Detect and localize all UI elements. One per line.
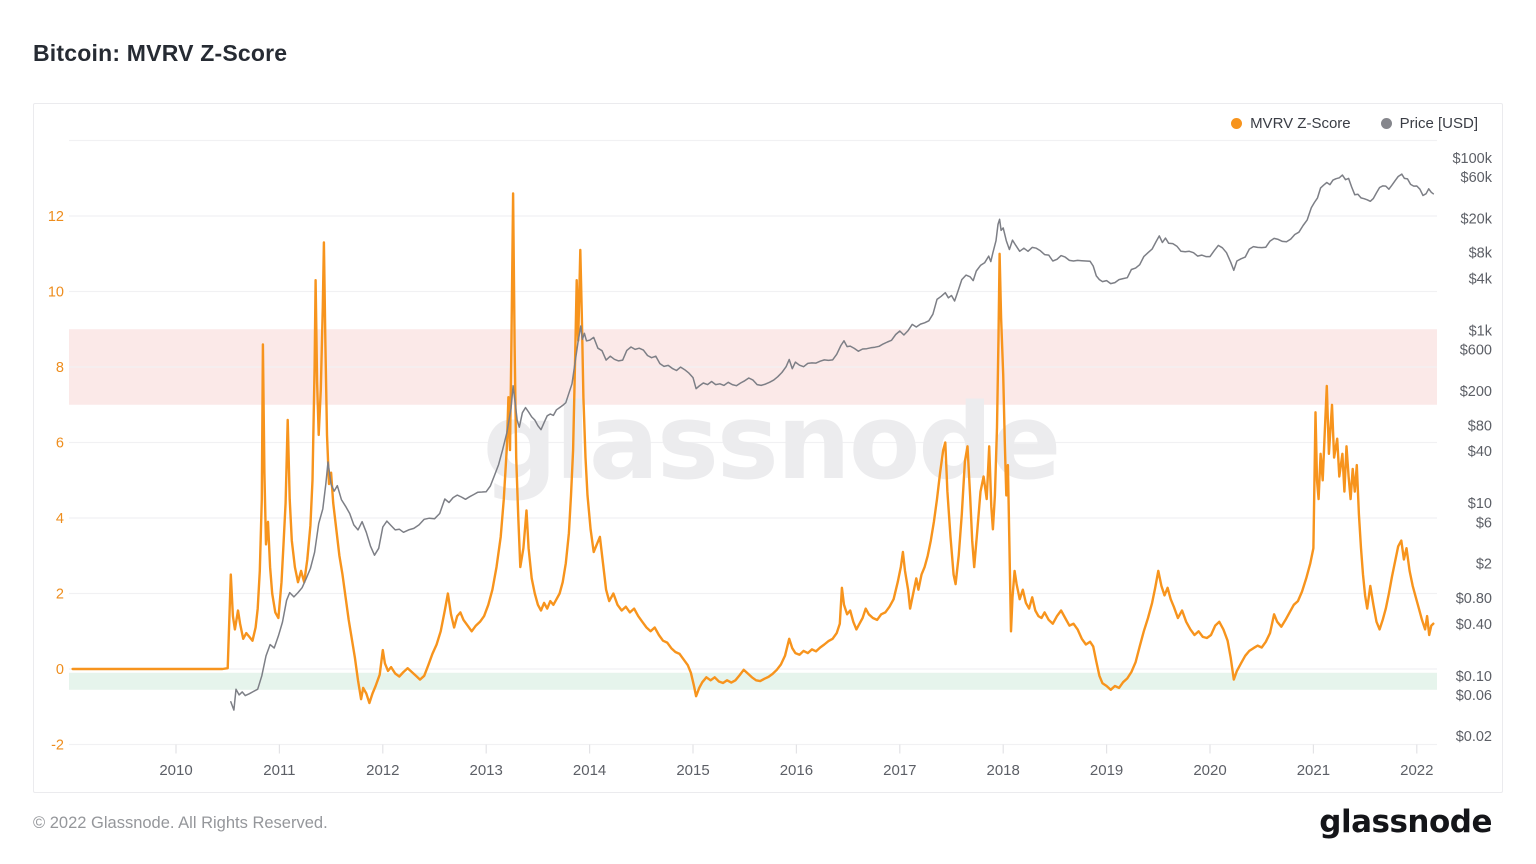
x-axis-year-label: 2022 xyxy=(1400,762,1433,779)
x-axis-year-label: 2016 xyxy=(780,762,813,779)
x-axis-year-label: 2014 xyxy=(573,762,606,779)
left-axis-tick-label: 0 xyxy=(56,662,64,678)
right-axis-tick-label: $20k xyxy=(1461,211,1493,227)
legend-item-price[interactable]: Price [USD] xyxy=(1380,115,1478,132)
right-axis-tick-label: $4k xyxy=(1469,272,1493,288)
left-axis-tick-label: 4 xyxy=(56,511,64,527)
right-axis-tick-label: $1k xyxy=(1469,324,1493,340)
right-axis-tick-label: $200 xyxy=(1460,384,1492,400)
right-axis-tick-label: $6 xyxy=(1476,515,1492,531)
undervalued-band xyxy=(69,672,1437,690)
chart-card: MVRV Z-Score Price [USD] glassnode 2010 20… xyxy=(33,103,1503,793)
x-axis-year-label: 2020 xyxy=(1193,762,1226,779)
right-axis-tick-label: $8k xyxy=(1469,246,1493,262)
legend-label-mvrv: MVRV Z-Score xyxy=(1250,115,1351,132)
right-axis-tick-label: $2 xyxy=(1476,557,1492,573)
page-title: Bitcoin: MVRV Z-Score xyxy=(33,40,288,66)
x-axis-year-label: 2021 xyxy=(1297,762,1330,779)
right-axis-tick-label: $40 xyxy=(1468,444,1492,460)
x-axis-year-label: 2019 xyxy=(1090,762,1123,779)
series-line-price[interactable] xyxy=(230,173,1435,711)
legend-label-price: Price [USD] xyxy=(1399,115,1478,132)
left-axis-tick-label: -2 xyxy=(51,738,64,754)
right-axis-tick-label: $100k xyxy=(1452,151,1492,167)
right-axis-tick-label: $80 xyxy=(1468,418,1492,434)
left-axis-tick-label: 6 xyxy=(56,436,64,452)
left-axis-tick-label: 2 xyxy=(56,587,64,603)
x-axis-year-label: 2018 xyxy=(987,762,1020,779)
right-axis-tick-label: $10 xyxy=(1468,496,1492,512)
right-axis-tick-label: $0.06 xyxy=(1456,688,1492,704)
price-series-dot-icon xyxy=(1380,118,1392,129)
x-axis-year-label: 2015 xyxy=(676,762,709,779)
copyright-text: © 2022 Glassnode. All Rights Reserved. xyxy=(33,814,328,832)
right-axis-tick-label: $60k xyxy=(1461,170,1493,186)
right-axis-tick-label: $0.02 xyxy=(1456,729,1492,745)
x-axis-year-label: 2010 xyxy=(159,762,192,779)
left-axis-tick-label: 12 xyxy=(48,209,64,225)
right-axis-tick-label: $0.10 xyxy=(1456,669,1492,685)
x-axis-year-label: 2013 xyxy=(470,762,503,779)
right-axis-tick-label: $0.80 xyxy=(1456,591,1492,607)
left-axis-tick-label: 8 xyxy=(56,360,64,376)
glassnode-watermark: glassnode xyxy=(483,381,1060,503)
left-axis-tick-label: 10 xyxy=(48,285,64,301)
legend-item-mvrv[interactable]: MVRV Z-Score xyxy=(1231,115,1351,132)
x-axis-year-label: 2017 xyxy=(883,762,916,779)
right-axis-tick-label: $0.40 xyxy=(1456,617,1492,633)
chart-legend: MVRV Z-Score Price [USD] xyxy=(1231,115,1478,132)
glassnode-logo[interactable]: glassnode xyxy=(1319,804,1492,840)
mvrv-series-dot-icon xyxy=(1231,118,1243,129)
x-axis-year-label: 2011 xyxy=(263,762,295,779)
right-axis-tick-label: $600 xyxy=(1460,343,1492,359)
series-line-mvrv-zscore[interactable] xyxy=(71,192,1435,705)
x-axis-year-label: 2012 xyxy=(366,762,399,779)
